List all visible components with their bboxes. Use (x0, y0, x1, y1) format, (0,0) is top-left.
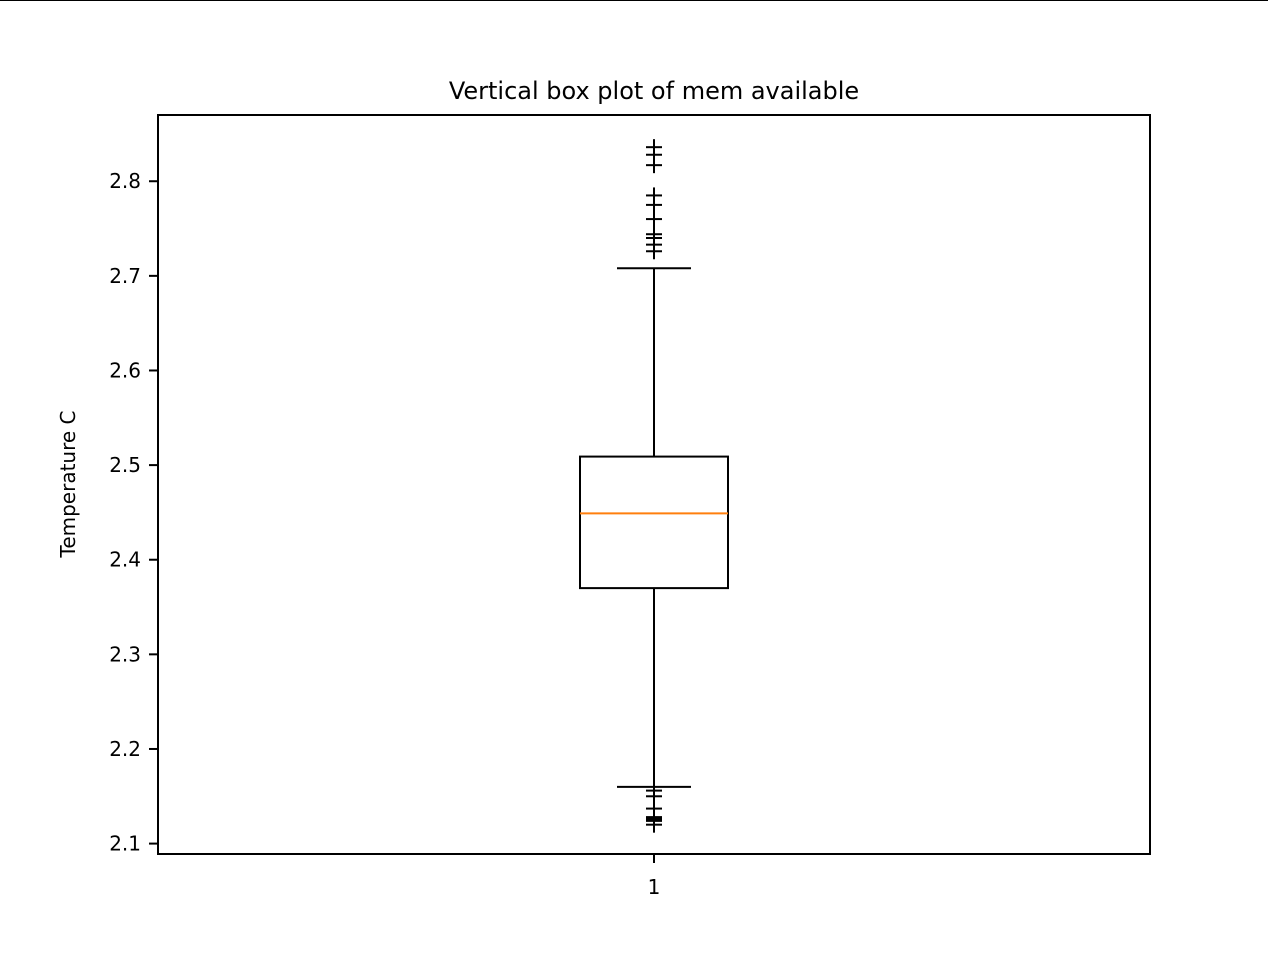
outlier-marker (646, 211, 662, 228)
y-tick-label: 2.8 (109, 169, 141, 193)
x-tick-label: 1 (648, 875, 661, 899)
y-tick-label: 2.2 (109, 737, 141, 761)
y-axis-label: Temperature C (56, 410, 80, 558)
y-tick-label: 2.1 (109, 832, 141, 856)
y-tick-label: 2.5 (109, 453, 141, 477)
outlier-marker (646, 196, 662, 213)
outlier-marker (646, 243, 662, 260)
y-axis-ticks: 2.1 2.2 2.3 2.4 2.5 2.6 2.7 2.8 (109, 169, 158, 856)
outlier-marker (646, 816, 662, 833)
y-tick-label: 2.7 (109, 264, 141, 288)
outlier-marker (646, 157, 662, 174)
interquartile-box (579, 455, 729, 590)
y-tick-label: 2.4 (109, 548, 141, 572)
box-series (579, 139, 729, 833)
top-border-line (0, 0, 1268, 1)
x-axis-ticks: 1 (648, 854, 661, 899)
y-tick-label: 2.6 (109, 358, 141, 382)
y-tick-label: 2.3 (109, 642, 141, 666)
plot-area-frame (157, 114, 1151, 855)
chart-title: Vertical box plot of mem available (449, 77, 859, 105)
